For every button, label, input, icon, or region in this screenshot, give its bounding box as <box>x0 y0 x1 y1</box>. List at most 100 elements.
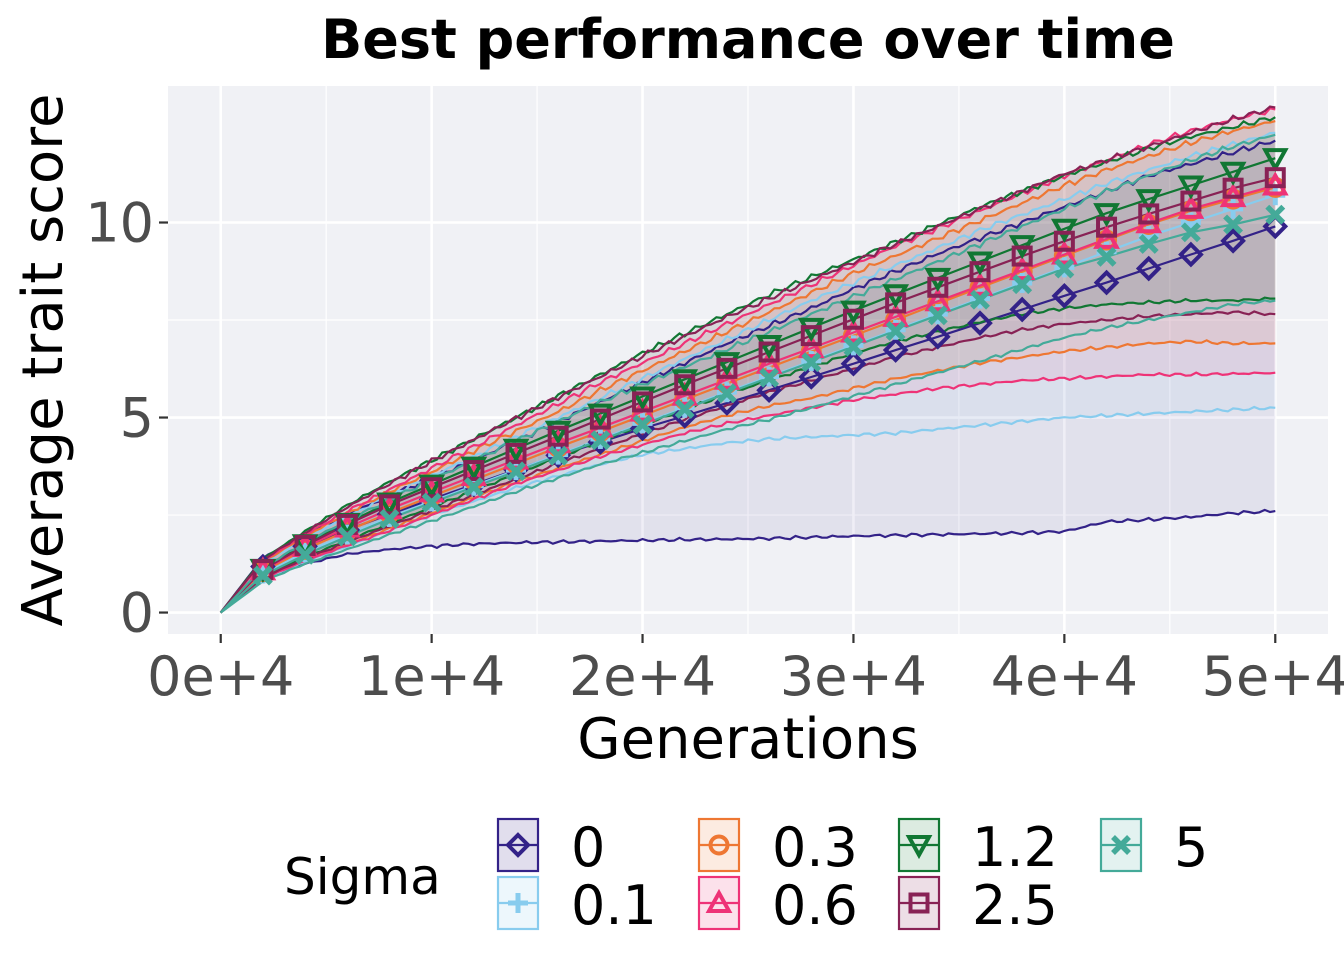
data-point-sigma-0 <box>1093 269 1120 296</box>
data-point-sigma-2.5 <box>674 374 696 396</box>
data-point-sigma-5 <box>590 430 611 451</box>
legend-key-sigma-5 <box>1099 817 1143 873</box>
legend-label-sigma-0.6: 0.6 <box>772 874 858 937</box>
data-point-sigma-0.6 <box>1093 224 1120 249</box>
data-point-sigma-5 <box>506 461 526 482</box>
data-point-sigma-0 <box>1135 255 1162 282</box>
data-point-sigma-2.5 <box>842 308 864 330</box>
data-point-sigma-0 <box>924 323 951 350</box>
data-point-sigma-0.6 <box>544 429 572 454</box>
data-point-sigma-2.5 <box>800 325 822 347</box>
upper-line-sigma-0.6 <box>219 107 1276 614</box>
lower-line-sigma-0 <box>220 508 1276 614</box>
legend-marker-sigma-0 <box>505 832 531 858</box>
data-point-sigma-5 <box>970 289 990 310</box>
upper-line-sigma-0.1 <box>219 131 1276 614</box>
legend-key-sigma-0.1 <box>496 875 540 931</box>
error-band-sigma-0.3 <box>220 121 1276 613</box>
data-point-sigma-1.2 <box>544 420 572 445</box>
data-point-sigma-1.2 <box>1135 189 1163 214</box>
data-point-sigma-5 <box>885 320 906 341</box>
data-point-sigma-0 <box>1051 283 1078 309</box>
legend-marker-sigma-0.3 <box>708 834 730 856</box>
data-point-sigma-2.5 <box>421 477 443 499</box>
data-point-sigma-2.5 <box>1096 216 1118 238</box>
data-point-sigma-2.5 <box>632 391 654 413</box>
x-axis-title: Generations <box>577 707 919 772</box>
data-point-sigma-1.2 <box>755 334 783 360</box>
y-tick-label: 10 <box>85 192 154 255</box>
x-tick-label: 0e+4 <box>147 645 294 708</box>
data-point-sigma-0 <box>1009 296 1036 323</box>
data-point-sigma-0 <box>1178 241 1204 268</box>
error-band-sigma-1.2 <box>220 117 1276 613</box>
data-point-sigma-2.5 <box>547 425 569 447</box>
legend-key-sigma-0.3 <box>697 817 741 873</box>
data-point-sigma-2.5 <box>1180 190 1202 212</box>
x-tick-label: 3e+4 <box>780 645 927 708</box>
data-point-sigma-2.5 <box>1053 230 1075 252</box>
legend-label-sigma-1.2: 1.2 <box>972 816 1058 879</box>
legend-key-sigma-0.6 <box>697 875 741 931</box>
lower-line-sigma-5 <box>220 299 1276 614</box>
data-point-sigma-1.2 <box>1219 161 1247 186</box>
series-markers <box>249 148 1289 586</box>
data-point-sigma-5 <box>337 526 358 547</box>
data-point-sigma-2.5 <box>1138 203 1160 225</box>
data-point-sigma-5 <box>1223 214 1244 235</box>
data-point-sigma-2.5 <box>1264 167 1286 189</box>
y-tick-label: 0 <box>120 582 154 645</box>
data-point-sigma-2.5 <box>589 408 611 430</box>
data-point-sigma-1.2 <box>502 438 530 463</box>
legend-label-sigma-2.5: 2.5 <box>972 874 1058 937</box>
data-point-sigma-1.2 <box>1177 175 1205 200</box>
data-point-sigma-5 <box>716 383 737 404</box>
data-point-sigma-5 <box>632 414 653 435</box>
data-point-sigma-0 <box>882 337 909 363</box>
legend-label-sigma-0.3: 0.3 <box>772 816 858 879</box>
legend-label-sigma-0: 0 <box>571 816 605 879</box>
y-tick-label: 5 <box>120 387 154 450</box>
data-point-sigma-0.6 <box>840 318 867 343</box>
data-point-sigma-2.5 <box>378 494 400 516</box>
legend-label-sigma-5: 5 <box>1174 816 1208 879</box>
data-point-sigma-0 <box>840 350 867 377</box>
data-point-sigma-5 <box>1180 222 1201 243</box>
data-point-sigma-0.6 <box>882 302 910 327</box>
data-point-sigma-5 <box>801 352 822 373</box>
data-point-sigma-0.6 <box>924 287 952 312</box>
x-tick-label: 1e+4 <box>358 645 505 708</box>
legend-title: Sigma <box>284 848 441 906</box>
data-point-sigma-5 <box>843 336 864 357</box>
data-point-sigma-5 <box>1096 246 1117 267</box>
data-point-sigma-5 <box>252 565 273 586</box>
data-point-sigma-5 <box>379 508 400 529</box>
data-point-sigma-0.6 <box>966 271 994 296</box>
data-point-sigma-2.5 <box>463 460 485 482</box>
upper-line-sigma-2.5 <box>219 105 1276 614</box>
data-point-sigma-1.2 <box>1050 218 1078 243</box>
x-tick-label: 2e+4 <box>569 645 716 708</box>
data-point-sigma-0 <box>798 364 825 390</box>
y-axis-ticks: 0 5 10 <box>85 192 168 645</box>
data-point-sigma-5 <box>1265 204 1286 225</box>
data-point-sigma-5 <box>421 492 442 513</box>
legend-marker-sigma-0.6 <box>705 888 733 913</box>
chart-title: Best performance over time <box>321 8 1175 71</box>
legend-marker-sigma-2.5 <box>908 892 930 914</box>
data-point-sigma-1.2 <box>460 456 488 481</box>
data-point-sigma-1.2 <box>671 369 699 394</box>
legend-key-sigma-1.2 <box>897 817 941 873</box>
data-point-sigma-0.6 <box>1050 240 1078 265</box>
data-point-sigma-2.5 <box>716 357 738 379</box>
legend-marker-sigma-0.1 <box>508 893 528 913</box>
data-point-sigma-2.5 <box>969 261 991 283</box>
data-point-sigma-2.5 <box>758 341 780 363</box>
data-point-sigma-5 <box>295 544 316 565</box>
data-point-sigma-1.2 <box>1261 148 1289 173</box>
data-point-sigma-2.5 <box>1011 245 1033 267</box>
data-point-sigma-5 <box>1012 274 1033 295</box>
legend-label-sigma-0.1: 0.1 <box>571 874 657 937</box>
data-point-sigma-1.2 <box>629 386 656 411</box>
